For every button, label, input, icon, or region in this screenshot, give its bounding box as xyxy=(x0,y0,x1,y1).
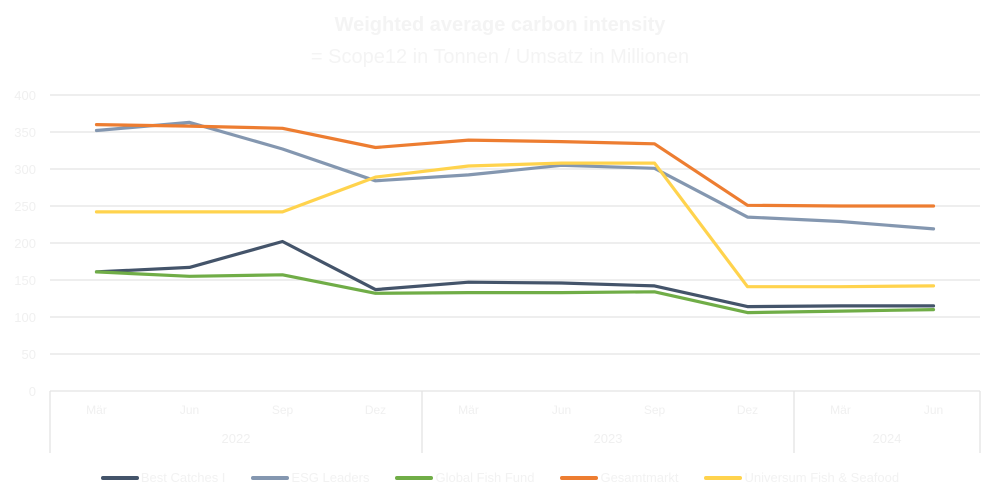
y-tick-label: 0 xyxy=(29,384,36,399)
x-tick-label: Jun xyxy=(180,403,199,417)
x-tick-label: Mär xyxy=(458,403,479,417)
y-tick-label: 100 xyxy=(14,310,36,325)
x-group-label: 2022 xyxy=(222,431,251,446)
x-tick-label: Dez xyxy=(737,403,758,417)
x-tick-label: Sep xyxy=(644,403,666,417)
x-tick-label: Jun xyxy=(552,403,571,417)
y-tick-label: 400 xyxy=(14,88,36,103)
y-tick-label: 250 xyxy=(14,199,36,214)
x-tick-label: Mär xyxy=(830,403,851,417)
legend-label: Best Catches I xyxy=(140,470,226,485)
legend-item: ESG Leaders xyxy=(251,470,369,485)
legend-item: Best Catches I xyxy=(100,470,226,485)
series-line-2 xyxy=(94,270,936,315)
series-line-4 xyxy=(94,161,936,289)
legend-item: Gesamtmarkt xyxy=(560,470,678,485)
legend-label: Gesamtmarkt xyxy=(600,470,679,485)
series-line-0 xyxy=(94,239,936,309)
y-tick-label: 150 xyxy=(14,273,36,288)
series-line-3 xyxy=(94,122,936,208)
legend-item: Universum Fish & Seafood xyxy=(704,470,899,485)
x-tick-label: Jun xyxy=(924,403,943,417)
y-tick-label: 300 xyxy=(14,162,36,177)
gridlines xyxy=(50,94,980,355)
chart-title: Weighted average carbon intensity xyxy=(334,14,666,36)
x-tick-label: Dez xyxy=(365,403,386,417)
y-tick-label: 50 xyxy=(22,347,36,362)
x-group-label: 2023 xyxy=(594,431,623,446)
x-axis: Mär Jun Sep Dez Mär Jun Sep Dez Mär Jun 2022 2023 20… xyxy=(49,390,981,453)
legend-swatch xyxy=(704,475,743,480)
y-tick-label: 200 xyxy=(14,236,36,251)
chart-subtitle: = Scope12 in Tonnen / Umsatz in Millione… xyxy=(310,46,690,68)
x-tick-label: Mär xyxy=(86,403,107,417)
y-tick-label: 350 xyxy=(14,125,36,140)
legend-swatch xyxy=(395,475,434,480)
series-line-1 xyxy=(94,120,936,231)
legend-swatch xyxy=(100,475,139,480)
x-tick-label: Sep xyxy=(272,403,294,417)
y-axis-ticks: 0 50 100 150 200 250 300 350 400 xyxy=(14,88,36,399)
x-group-label: 2024 xyxy=(873,431,902,446)
legend-swatch xyxy=(251,475,290,480)
legend-label: Universum Fish & Seafood xyxy=(744,470,900,485)
legend-item: Global Fish Fund xyxy=(395,470,534,485)
series-lines xyxy=(94,120,936,315)
legend-swatch xyxy=(560,475,599,480)
legend-label: Global Fish Fund xyxy=(435,470,535,485)
legend: Best Catches I ESG Leaders Global Fish Fun… xyxy=(0,470,1000,485)
legend-label: ESG Leaders xyxy=(291,470,370,485)
